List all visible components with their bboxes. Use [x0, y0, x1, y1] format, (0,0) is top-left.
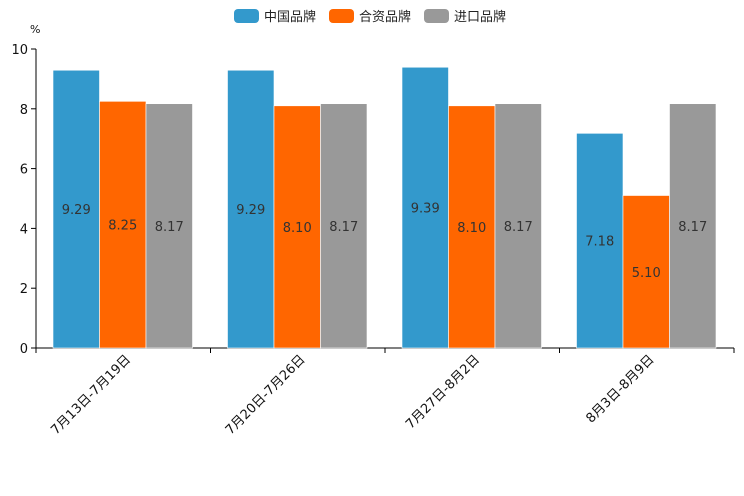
bar-1-4[interactable] [576, 133, 624, 349]
bar-3-4[interactable] [669, 103, 717, 349]
bar-value-label: 8.25 [108, 219, 137, 234]
bar-value-label: 8.17 [504, 220, 533, 235]
y-axis: 0 2 4 6 8 10 [11, 43, 37, 357]
bars [52, 66, 717, 349]
x-axis: 7月13日-7月19日 7月20日-7月26日 7月27日-8月2日 8月3日-8月9… [35, 347, 735, 438]
bar-1-3[interactable] [401, 66, 449, 349]
bar-3-3[interactable] [494, 103, 542, 349]
y-tick-label: 0 [20, 342, 28, 357]
bar-1-2[interactable] [227, 69, 275, 349]
bar-1-1[interactable] [52, 69, 100, 349]
legend-item[interactable]: 合资品牌 [329, 9, 411, 25]
y-axis-unit-label: % [30, 23, 40, 36]
bar-3-2[interactable] [320, 103, 368, 349]
x-category-label: 8月3日-8月9日 [583, 352, 657, 426]
bar-value-label: 7.18 [585, 235, 614, 250]
bar-2-3[interactable] [448, 105, 496, 349]
bar-3-1[interactable] [145, 103, 193, 349]
bar-labels: 9.29 9.29 9.39 7.18 8.25 8.10 8.10 5.10 8.17 8.17… [62, 202, 707, 281]
legend-item[interactable]: 进口品牌 [424, 9, 506, 25]
y-tick-label: 2 [20, 282, 28, 297]
bar-value-label: 8.17 [329, 220, 358, 235]
bar-value-label: 8.10 [283, 221, 312, 236]
y-tick-label: 6 [20, 163, 28, 178]
bar-value-label: 9.39 [411, 202, 440, 217]
x-category-label: 7月20日-7月26日 [223, 352, 309, 438]
legend-label: 进口品牌 [454, 9, 506, 25]
legend-swatch [234, 9, 259, 23]
bar-value-label: 9.29 [236, 203, 265, 218]
x-category-label: 7月13日-7月19日 [48, 352, 134, 438]
legend: 中国品牌 合资品牌 进口品牌 [234, 9, 506, 25]
bar-2-2[interactable] [273, 105, 321, 349]
y-tick-label: 8 [20, 103, 28, 118]
bar-value-label: 8.10 [457, 221, 486, 236]
legend-swatch [424, 9, 449, 23]
bar-value-label: 5.10 [632, 266, 661, 281]
legend-label: 合资品牌 [359, 9, 411, 25]
legend-item[interactable]: 中国品牌 [234, 9, 316, 25]
bar-2-1[interactable] [99, 101, 147, 349]
bar-value-label: 8.17 [155, 220, 184, 235]
bar-value-label: 9.29 [62, 203, 91, 218]
y-tick-label: 10 [11, 43, 28, 58]
y-tick-label: 4 [20, 222, 28, 237]
x-category-label: 7月27日-8月2日 [403, 352, 483, 432]
bar-value-label: 8.17 [678, 220, 707, 235]
legend-label: 中国品牌 [264, 9, 316, 25]
legend-swatch [329, 9, 354, 23]
